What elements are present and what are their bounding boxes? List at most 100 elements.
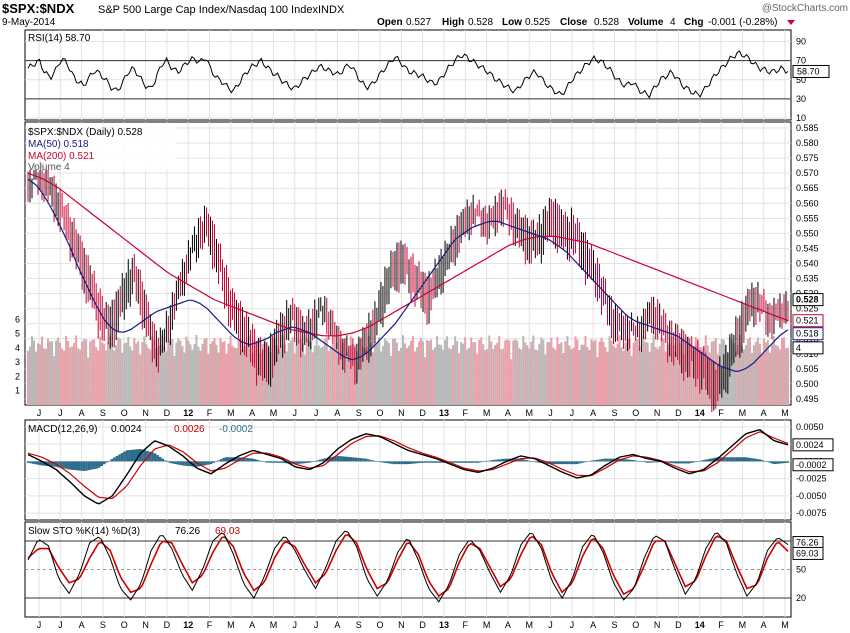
- macd-hist-bar: [710, 458, 714, 462]
- macd-hist-bar: [367, 459, 370, 462]
- macd-hist-bar: [57, 461, 60, 468]
- volume-bar: [658, 346, 661, 405]
- volume-bar: [81, 341, 84, 405]
- volume-bar: [319, 347, 322, 405]
- price-tick-label: 0.575: [796, 153, 819, 163]
- x-tick-label: O: [121, 408, 128, 418]
- volume-bar: [389, 355, 392, 405]
- macd-hist-bar: [631, 459, 635, 462]
- macd-title-signal: 0.0026: [174, 424, 205, 435]
- volume-bar: [125, 342, 128, 405]
- macd-hist-bar: [153, 453, 157, 462]
- price-last-label: 0.528: [796, 295, 819, 305]
- price-tick-label: 0.535: [796, 274, 819, 284]
- x-tick-label: A: [249, 408, 255, 418]
- volume-bar: [41, 336, 44, 405]
- volume-bar: [221, 342, 224, 405]
- macd-hist-bar: [700, 460, 703, 462]
- volume-bar: [327, 351, 330, 405]
- volume-bar: [39, 344, 42, 405]
- volume-bar: [444, 339, 447, 405]
- volume-bar: [131, 350, 134, 405]
- x-tick-label: M: [525, 408, 533, 418]
- macd-hist-bar: [275, 461, 279, 463]
- macd-hist-bar: [395, 461, 398, 465]
- volume-bar: [606, 351, 609, 405]
- chg-value: -0.001 (-0.28%): [708, 17, 777, 28]
- volume-bar: [742, 349, 745, 405]
- macd-hist-bar: [486, 460, 490, 462]
- x-tick-label: S: [611, 620, 617, 630]
- macd-hist-bar: [219, 459, 223, 462]
- volume-bar: [115, 345, 118, 405]
- volume-bar: [572, 347, 575, 405]
- volume-bar: [381, 346, 384, 405]
- x-tick-label: J: [314, 620, 319, 630]
- volume-bar: [117, 337, 120, 405]
- volume-bar: [217, 352, 220, 405]
- volume-layer: [26, 335, 790, 405]
- volume-bar: [424, 357, 427, 405]
- volume-bar: [666, 344, 669, 405]
- volume-bar: [612, 345, 615, 405]
- macd-hist-bar: [608, 458, 612, 462]
- volume-bar: [325, 336, 328, 405]
- x-tick-label: J: [570, 408, 575, 418]
- volume-bar: [470, 337, 473, 405]
- x-tick-label: 14: [695, 408, 705, 418]
- volume-bar: [440, 344, 443, 405]
- volume-bar: [393, 338, 396, 405]
- macd-hist-bar: [176, 461, 180, 465]
- x-tick-label: M: [270, 408, 278, 418]
- volume-bar: [764, 342, 767, 405]
- volume-bar: [89, 341, 92, 405]
- volume-bar: [273, 338, 276, 405]
- volume-bar: [101, 342, 104, 405]
- volume-bar: [95, 347, 98, 405]
- macd-title-hist: -0.0002: [219, 424, 253, 435]
- macd-hist-bar: [674, 461, 678, 464]
- x-tick-label: F: [718, 408, 724, 418]
- price-tick-label: 0.585: [796, 123, 819, 133]
- x-tick-label: F: [463, 620, 469, 630]
- volume-bar: [546, 342, 549, 405]
- volume-bar: [145, 344, 148, 405]
- volume-bar: [576, 339, 579, 405]
- volume-bar: [752, 345, 755, 405]
- macd-hist-bar: [374, 461, 378, 462]
- volume-bar: [371, 352, 374, 405]
- macd-hist-bar: [730, 457, 734, 462]
- x-tick-label: J: [58, 620, 63, 630]
- volume-bar: [57, 337, 60, 405]
- x-tick-label: A: [761, 620, 767, 630]
- volume-bar: [506, 339, 509, 405]
- rsi-tick-label: 10: [796, 113, 806, 123]
- volume-bar: [155, 348, 158, 405]
- volume-bar: [135, 343, 138, 405]
- macd-hist-bar: [336, 455, 340, 462]
- macd-hist-bar: [110, 459, 114, 462]
- macd-hist-bar: [550, 461, 553, 465]
- volume-bar: [452, 345, 455, 405]
- price-tick-label: 0.500: [796, 379, 819, 389]
- volume-bar: [670, 336, 673, 405]
- volume-bar: [490, 341, 493, 405]
- macd-hist-bar: [435, 461, 439, 463]
- volume-bar: [620, 347, 623, 405]
- macd-hist-bar: [308, 461, 312, 463]
- volume-bar: [403, 343, 406, 405]
- macd-hist-bar: [235, 457, 238, 462]
- x-tick-label: N: [654, 620, 661, 630]
- macd-hist-bar: [629, 459, 632, 462]
- macd-hist-bar: [636, 460, 640, 462]
- volume-bar: [205, 337, 208, 405]
- volume-bar: [331, 342, 334, 405]
- exchange-code: INDX: [318, 4, 345, 16]
- volume-bar: [746, 339, 749, 405]
- volume-bar: [570, 349, 573, 405]
- macd-hist-bar: [135, 449, 139, 462]
- volume-bar: [147, 347, 150, 405]
- volume-bar: [195, 335, 198, 405]
- volume-bar: [614, 347, 617, 405]
- volume-bar: [69, 347, 72, 405]
